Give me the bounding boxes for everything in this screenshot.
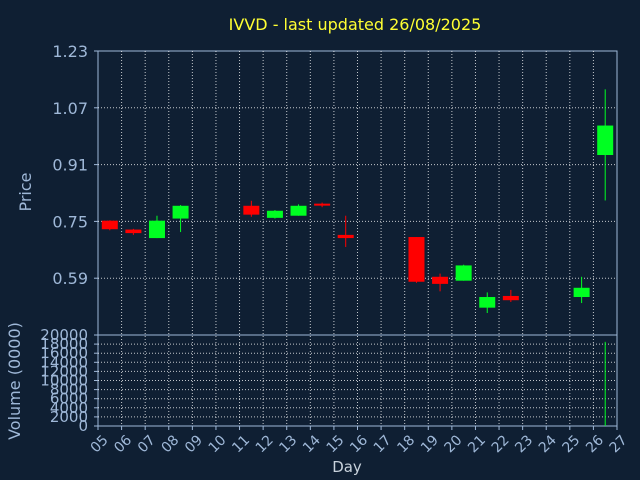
grid-lines [98,51,617,426]
candle-body [597,125,614,156]
y-axis-label-price: Price [16,172,35,211]
volume-tick-label: 20000 [40,326,88,344]
candle-body [502,295,519,301]
x-tick-label: 06 [111,432,135,456]
x-axis: 05 06 07 08 09 10 11 12 13 14 15 16 17 18 19 20 21 22 23 24… [88,426,631,456]
x-tick-label: 14 [300,432,324,456]
candles [101,89,614,313]
candle-body [290,205,307,216]
x-tick-label: 21 [465,432,489,456]
x-tick-label: 13 [276,432,300,456]
candle-body [337,234,354,239]
x-tick-label: 25 [560,432,584,456]
volume-tick-label: 10000 [40,372,88,390]
price-tick-label: 0.91 [52,156,88,175]
price-tick-label: 1.23 [52,42,88,61]
x-tick-label: 19 [418,432,442,456]
x-axis-label: Day [332,458,362,476]
candle-body [101,220,118,230]
candle-body [408,237,425,282]
x-tick-label: 09 [182,432,206,456]
candle-body [266,210,283,218]
volume-tick-label: 4000 [50,399,88,417]
x-tick-label: 26 [583,432,607,456]
volume-tick-label: 18000 [40,335,88,353]
volume-axis: 2000018000160001400012000100008000600040… [40,326,98,435]
candle-body [432,276,449,284]
price-tick-label: 0.75 [52,212,88,231]
candle-body [573,287,590,298]
candle-body [455,265,472,281]
volume-tick-label: 14000 [40,353,88,371]
x-tick-label: 10 [206,432,230,456]
chart-title: IVVD - last updated 26/08/2025 [229,15,482,34]
x-tick-label: 17 [371,432,395,456]
price-axis: 1.23 1.07 0.91 0.75 0.59 [52,42,98,288]
x-tick-label: 05 [88,432,112,456]
price-tick-label: 0.59 [52,269,88,288]
x-tick-label: 24 [536,432,560,456]
candle-body [148,220,165,239]
candle-body [172,205,189,219]
x-tick-label: 27 [607,432,631,456]
volume-tick-label: 12000 [40,362,88,380]
volume-tick-label: 0 [78,417,88,435]
volume-tick-label: 6000 [50,390,88,408]
x-tick-label: 12 [253,432,277,456]
x-tick-label: 15 [324,432,348,456]
volume-tick-label: 8000 [50,381,88,399]
x-tick-label: 23 [512,432,536,456]
x-tick-label: 20 [442,432,466,456]
candle-body [125,229,142,234]
volume-tick-label: 16000 [40,344,88,362]
price-tick-label: 1.07 [52,99,88,118]
x-tick-label: 18 [394,432,418,456]
candle-body [243,205,260,215]
candle-body [479,297,496,308]
x-tick-label: 07 [135,432,159,456]
candle-body [314,203,331,206]
x-tick-label: 22 [489,432,513,456]
y-axis-label-volume: Volume (0000) [5,322,24,440]
x-tick-label: 16 [347,432,371,456]
x-tick-label: 08 [158,432,182,456]
x-tick-label: 11 [229,432,253,456]
volume-tick-label: 2000 [50,408,88,426]
